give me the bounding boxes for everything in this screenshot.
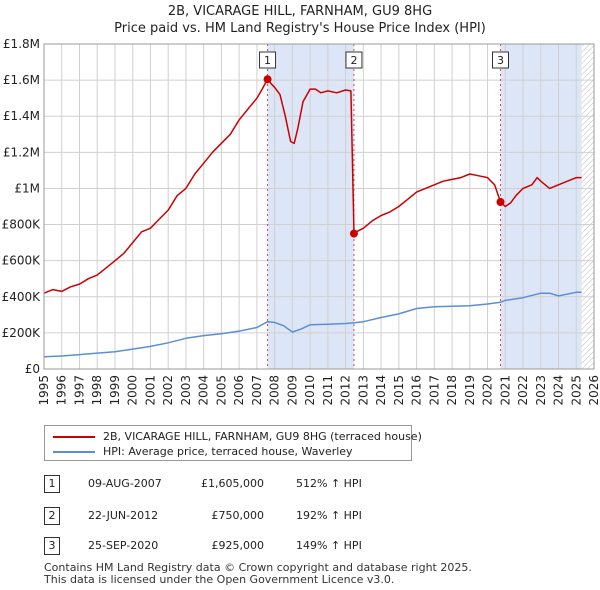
x-tick-label: 2003 [179, 375, 193, 406]
x-tick-label: 1999 [108, 375, 122, 406]
x-tick-label: 1995 [37, 375, 51, 406]
sale-number-badge: 3 [44, 537, 60, 555]
sale-number-badge: 1 [44, 475, 60, 493]
price-chart: £0 £200K £400K £600K £800K £1M £1.2M £1.4M £1.6M… [2, 37, 600, 406]
sale-point-2 [349, 229, 358, 238]
x-tick-label: 2021 [498, 375, 512, 406]
x-tick-label: 2013 [356, 375, 370, 406]
forecast-hatch [581, 44, 594, 369]
sale-hpi-change: 192% ↑ HPI [296, 509, 362, 522]
x-tick-label: 2008 [268, 375, 282, 406]
x-tick-label: 1998 [90, 375, 104, 406]
x-tick-label: 2024 [552, 375, 566, 406]
x-tick-label: 2007 [250, 375, 264, 406]
y-tick-label: £400K [2, 290, 42, 304]
legend-swatch-hpi [53, 451, 95, 453]
y-tick-label: £1.2M [3, 145, 40, 159]
y-tick-label: £1.4M [3, 109, 40, 123]
y-tick-label: £800K [2, 218, 42, 232]
shaded-range-1 [267, 44, 354, 369]
chart-subtitle: Price paid vs. HM Land Registry's House … [114, 21, 486, 36]
x-tick-label: 2018 [445, 375, 459, 406]
x-tick-label: 2002 [161, 375, 175, 406]
sale-point-3 [496, 197, 505, 206]
sale-hpi-change: 149% ↑ HPI [296, 539, 362, 552]
x-tick-label: 2020 [481, 375, 495, 406]
y-tick-label: £1.8M [3, 37, 40, 51]
x-tick-label: 2017 [427, 375, 441, 406]
x-tick-label: 2009 [285, 375, 299, 406]
y-tick-label: £1.6M [3, 73, 40, 87]
y-tick-label: £600K [2, 254, 42, 268]
sale-point-1 [263, 75, 272, 84]
x-tick-label: 2023 [534, 375, 548, 406]
sale-date: 22-JUN-2012 [88, 509, 159, 522]
x-tick-label: 1996 [55, 375, 69, 406]
sale-marker-box-2 [345, 51, 363, 69]
x-tick-label: 2025 [569, 375, 583, 406]
plot-border [43, 43, 595, 370]
footer-license: This data is licensed under the Open Gov… [44, 573, 395, 586]
sale-price: £750,000 [211, 509, 265, 522]
y-tick-label: £200K [2, 326, 42, 340]
legend-label-hpi: HPI: Average price, terraced house, Wave… [103, 445, 353, 458]
x-tick-label: 1997 [72, 375, 86, 406]
chart-legend: 2B, VICARAGE HILL, FARNHAM, GU9 8HG (ter… [44, 425, 422, 461]
sale-hpi-change: 512% ↑ HPI [296, 477, 362, 490]
x-tick-label: 2016 [410, 375, 424, 406]
x-tick-label: 2004 [197, 375, 211, 406]
x-tick-label: 2005 [214, 375, 228, 406]
sale-marker-label-2: 2 [350, 54, 357, 67]
sale-number-badge: 2 [44, 507, 60, 525]
x-tick-label: 2014 [374, 375, 388, 406]
x-tick-label: 2026 [587, 375, 600, 406]
footer-copyright: Contains HM Land Registry data © Crown c… [44, 561, 472, 574]
hpi-line [43, 291, 582, 358]
sale-marker-label-3: 3 [497, 54, 504, 67]
x-tick-label: 2006 [232, 375, 246, 406]
x-tick-label: 2022 [516, 375, 530, 406]
x-tick-label: 2010 [303, 375, 317, 406]
legend-swatch-property [53, 436, 95, 438]
sale-marker-box-3 [492, 51, 509, 69]
sale-marker-box-1 [259, 51, 277, 69]
y-tick-label: £1M [14, 181, 40, 195]
x-tick-label: 2011 [321, 375, 335, 406]
x-tick-label: 2000 [126, 375, 140, 406]
x-tick-label: 2012 [339, 375, 353, 406]
legend-label-property: 2B, VICARAGE HILL, FARNHAM, GU9 8HG (ter… [103, 430, 422, 443]
x-tick-label: 2015 [392, 375, 406, 406]
x-tick-label: 2001 [143, 375, 157, 406]
sale-marker-label-1: 1 [264, 54, 271, 67]
sale-price: £925,000 [211, 539, 265, 552]
sale-date: 25-SEP-2020 [88, 539, 159, 552]
sale-date: 09-AUG-2007 [88, 477, 162, 490]
sale-price: £1,605,000 [201, 477, 264, 490]
x-tick-label: 2019 [463, 375, 477, 406]
y-tick-label: £0 [25, 362, 40, 376]
chart-title: 2B, VICARAGE HILL, FARNHAM, GU9 8HG [167, 4, 433, 19]
